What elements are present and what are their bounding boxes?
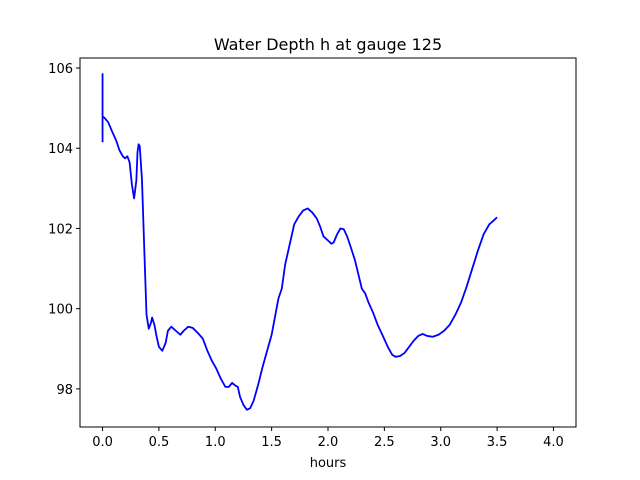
series-line [101,73,498,411]
y-tick-label: 102 [48,222,73,237]
x-axis-label: hours [310,456,347,471]
y-tick-label: 100 [48,303,73,318]
x-tick-label: 0.0 [92,435,113,450]
chart-title: Water Depth h at gauge 125 [214,35,442,54]
plot-frame [79,57,577,428]
y-tick-label: 106 [48,62,73,77]
x-tick-label: 1.5 [261,435,282,450]
x-tick-label: 4.0 [543,435,564,450]
y-tick-label: 104 [48,142,73,157]
x-tick-label: 2.5 [374,435,395,450]
x-tick-label: 3.5 [487,435,508,450]
x-tick-label: 3.0 [430,435,451,450]
plot-area [101,73,498,411]
x-tick-label: 2.0 [318,435,339,450]
x-tick-label: 0.5 [149,435,170,450]
x-tick-label: 1.0 [205,435,226,450]
y-tick-label: 98 [56,383,73,398]
x-axis: 0.0 0.5 1.0 1.5 2.0 2.5 3.0 3.5 4.0 [92,427,564,450]
y-axis: 98 100 102 104 106 [48,62,80,398]
